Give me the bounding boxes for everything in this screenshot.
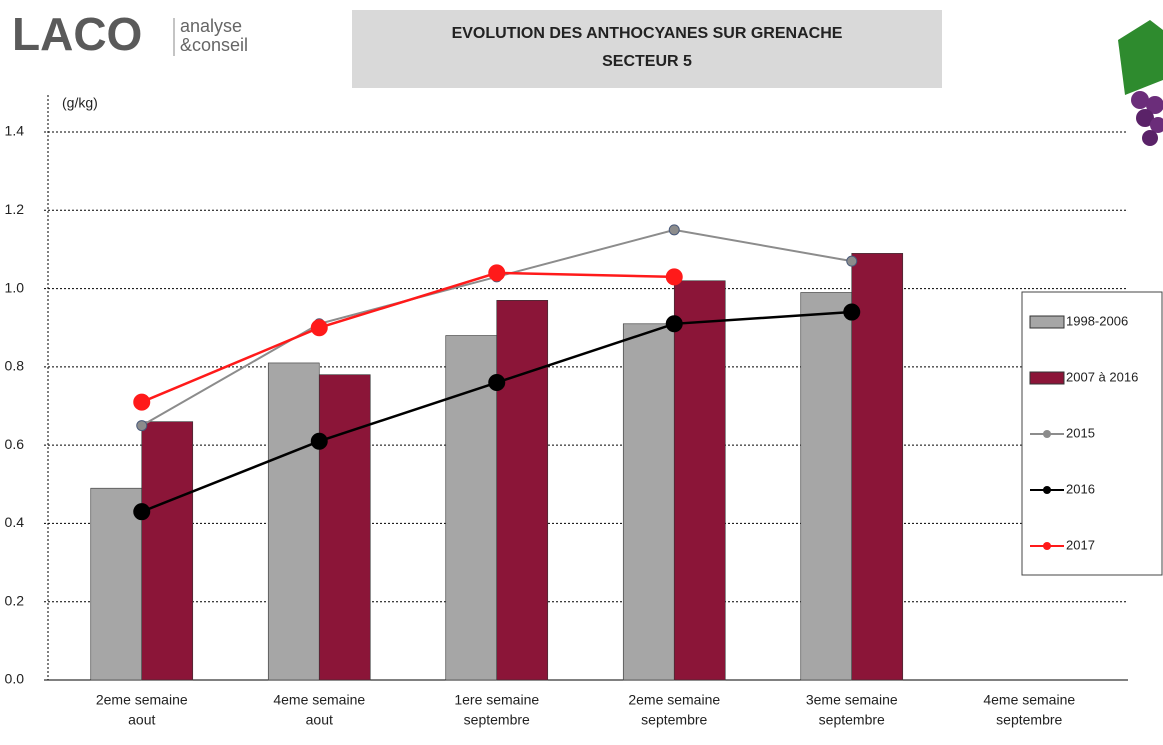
bar [141, 421, 194, 681]
bar [445, 335, 498, 681]
line-marker [136, 420, 148, 432]
grape-icon [1118, 20, 1163, 146]
x-tick-label: 1ere semaine [454, 692, 539, 708]
bar [673, 280, 726, 681]
y-tick-label: 0.4 [5, 514, 25, 530]
line-marker [488, 374, 506, 392]
bar [496, 300, 549, 681]
x-tick-label: aout [128, 712, 155, 728]
line-marker [133, 503, 151, 521]
x-tick-label: 4eme semaine [273, 692, 365, 708]
x-tick-label: 4eme semaine [983, 692, 1075, 708]
line-marker [488, 264, 506, 282]
legend-marker [1043, 486, 1051, 494]
line-marker [668, 224, 680, 236]
logo-text: LACO [12, 8, 142, 60]
bar [90, 487, 143, 681]
bar [851, 253, 904, 681]
y-tick-label: 1.0 [5, 279, 25, 295]
line-marker [843, 303, 861, 321]
y-axis-label: (g/kg) [62, 95, 98, 111]
x-tick-label: 2eme semaine [628, 692, 720, 708]
y-tick-label: 0.6 [5, 436, 25, 452]
logo-sub: analyse [180, 16, 242, 36]
line-marker [310, 432, 328, 450]
bar [267, 362, 320, 681]
line-marker [846, 255, 858, 267]
legend-label: 2016 [1066, 481, 1095, 496]
bar [800, 292, 853, 681]
legend: 1998-2006 2007 à 2016 2015 2016 2017 [1021, 291, 1163, 576]
y-tick-label: 0.8 [5, 358, 25, 374]
chart-title: EVOLUTION DES ANTHOCYANES SUR GRENACHE [452, 25, 843, 42]
line-marker [133, 393, 151, 411]
line-marker [310, 319, 328, 337]
legend-marker [1043, 430, 1051, 438]
x-tick-label: aout [306, 712, 333, 728]
logo-sub: &conseil [180, 35, 248, 55]
chart-title: SECTEUR 5 [602, 53, 692, 70]
title-box [352, 10, 942, 88]
legend-label: 2007 à 2016 [1066, 369, 1138, 384]
line-marker [665, 315, 683, 333]
x-tick-label: 2eme semaine [96, 692, 188, 708]
legend-swatch [1029, 315, 1065, 329]
line-marker [665, 268, 683, 286]
y-tick-label: 0.2 [5, 592, 25, 608]
legend-swatch [1029, 371, 1065, 385]
y-tick-label: 1.2 [5, 201, 25, 217]
x-tick-label: 3eme semaine [806, 692, 898, 708]
legend-label: 1998-2006 [1066, 313, 1128, 328]
legend-label: 2015 [1066, 425, 1095, 440]
y-tick-label: 1.4 [5, 123, 25, 139]
x-tick-label: septembre [464, 712, 530, 728]
y-tick-label: 0.0 [5, 671, 25, 687]
bar [318, 374, 371, 681]
legend-label: 2017 [1066, 537, 1095, 552]
x-tick-label: septembre [996, 712, 1062, 728]
line-series [141, 271, 675, 404]
x-tick-label: septembre [819, 712, 885, 728]
logo: LACO analyse &conseil [12, 8, 248, 60]
legend-marker [1043, 542, 1051, 550]
x-tick-label: septembre [641, 712, 707, 728]
bar [622, 323, 675, 681]
